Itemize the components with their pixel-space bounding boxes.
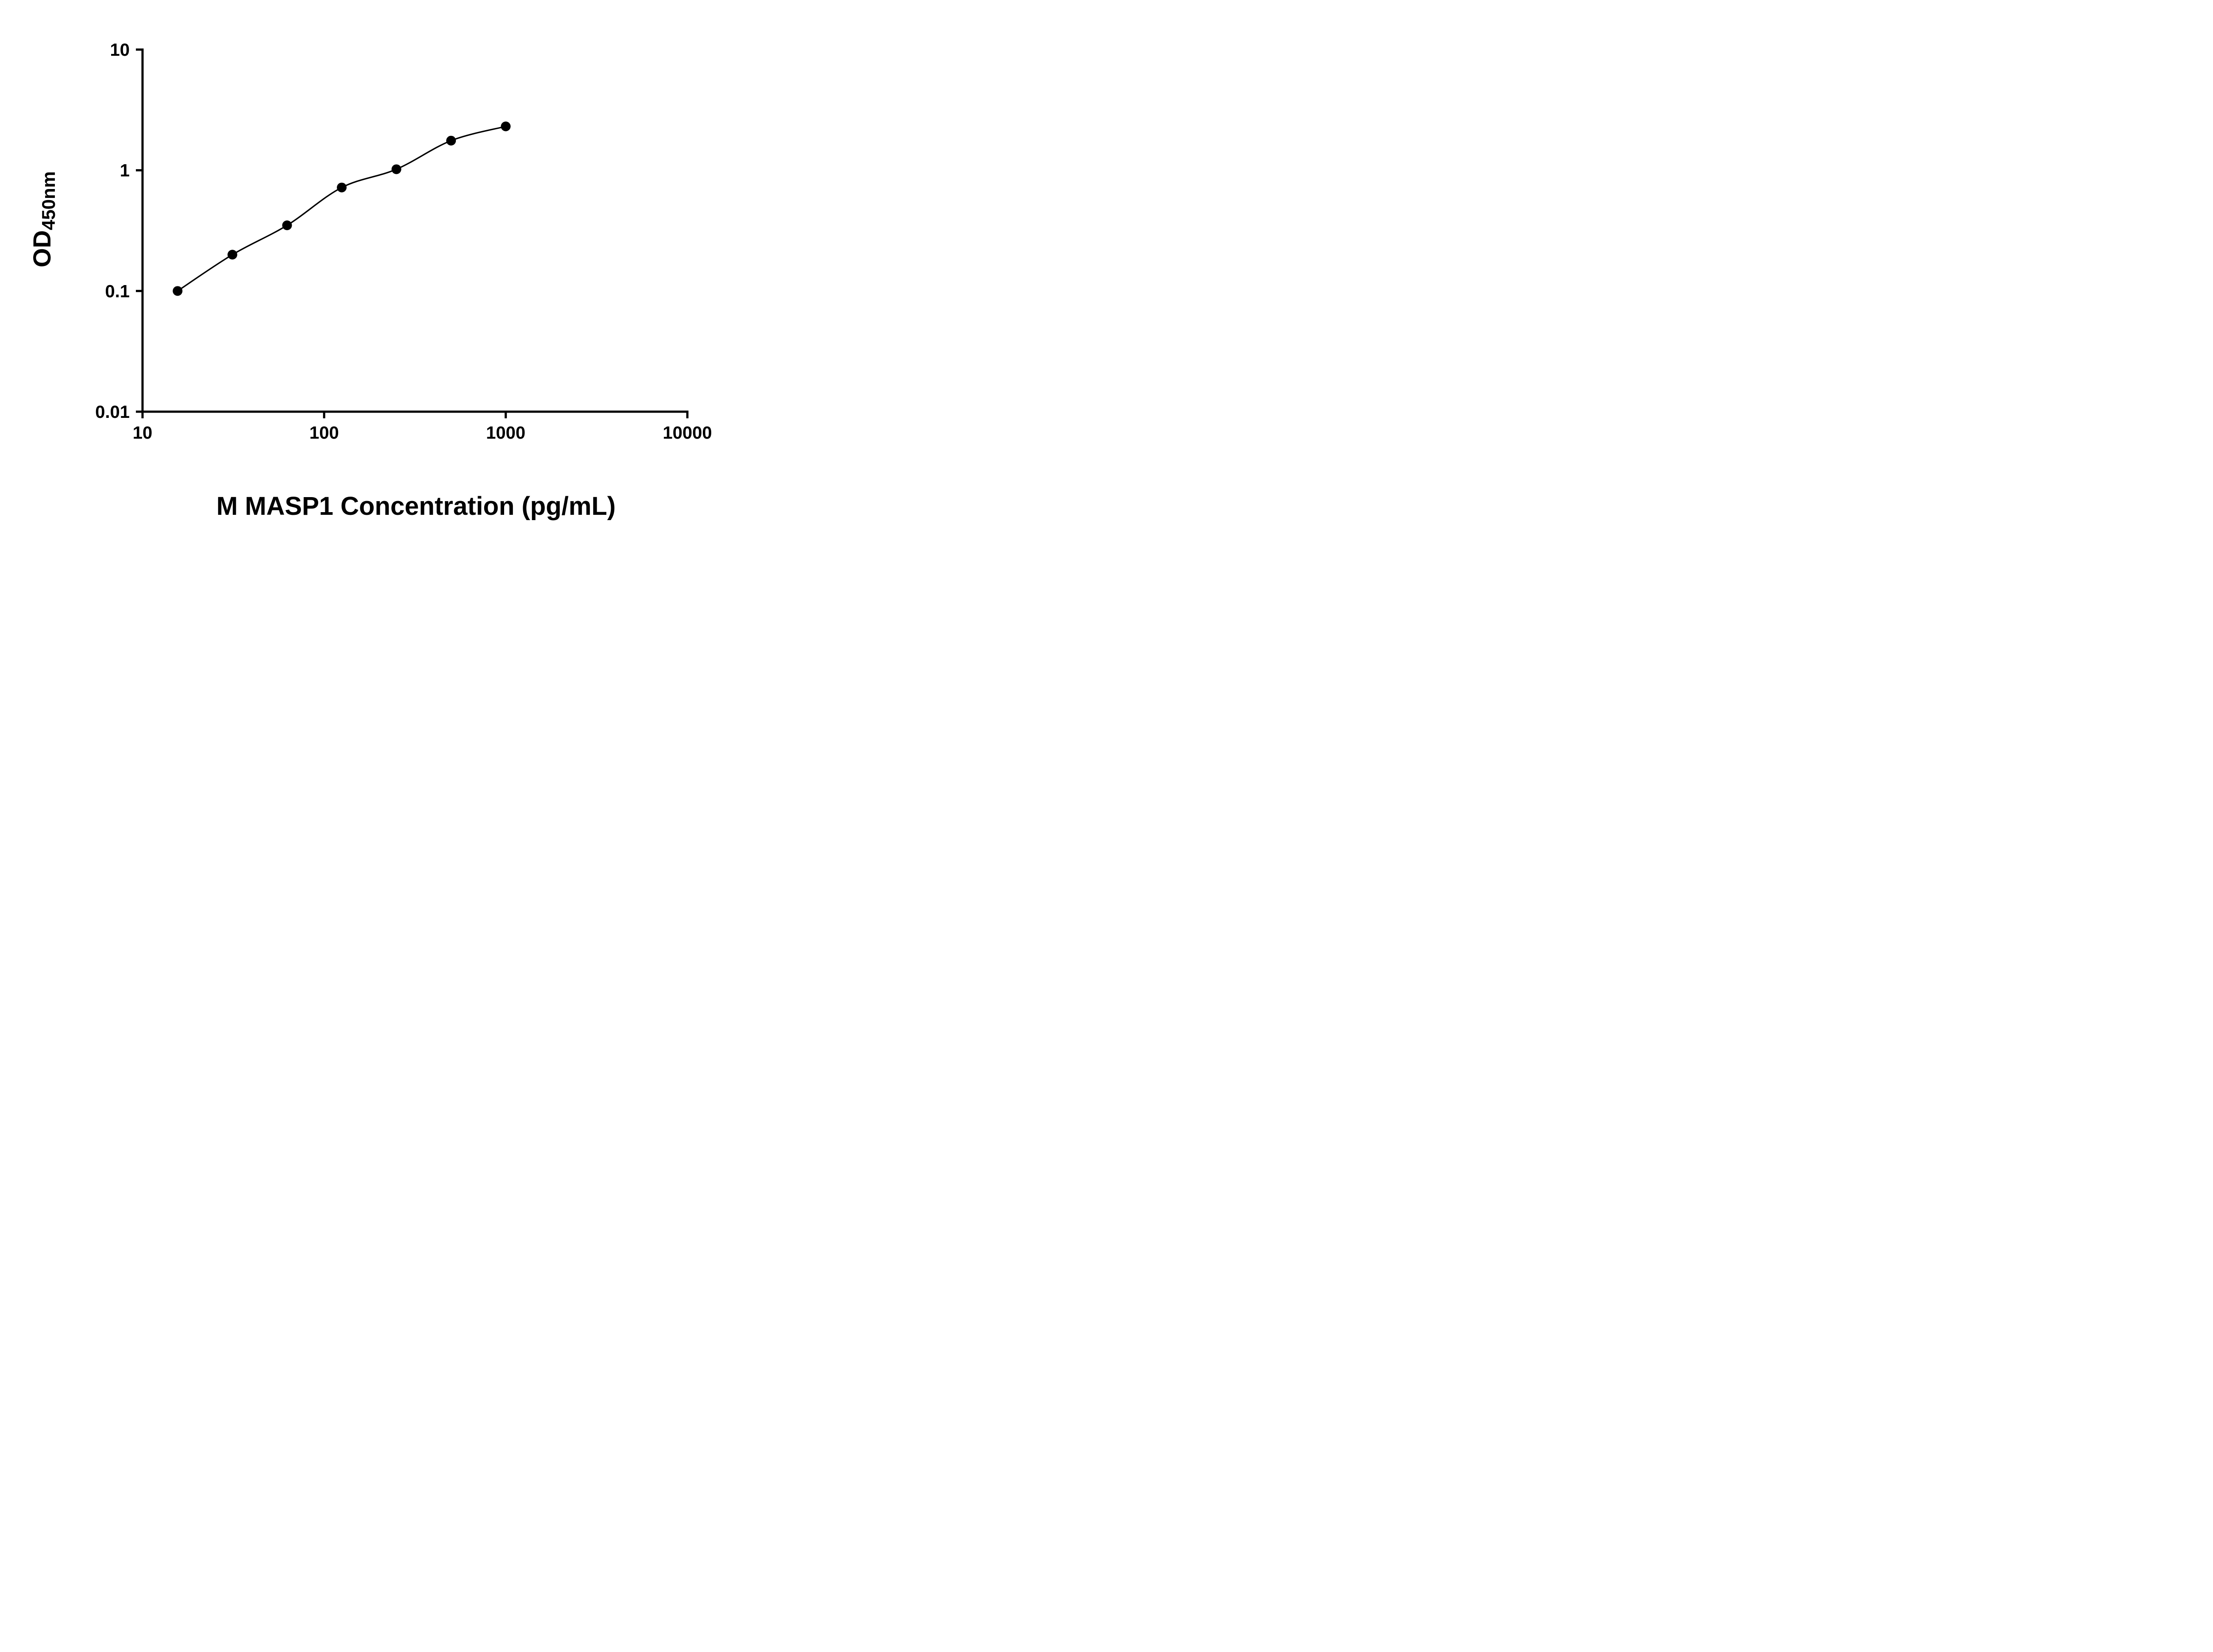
y-tick-label: 1 <box>120 161 130 181</box>
data-point <box>446 135 456 146</box>
chart-plot-area: 0.01 0.1 1 10 10 100 1000 10000 <box>95 40 712 443</box>
x-tick-label: 1000 <box>486 423 525 443</box>
data-point <box>173 286 183 296</box>
data-point <box>391 164 401 174</box>
y-tick-label: 0.1 <box>105 282 130 301</box>
x-tick-label: 100 <box>309 423 339 443</box>
data-point <box>337 182 347 193</box>
data-point <box>282 220 292 230</box>
y-tick-label: 0.01 <box>95 402 130 422</box>
data-point <box>501 121 511 131</box>
x-tick-label: 10 <box>133 423 153 443</box>
fit-curve <box>177 125 506 292</box>
x-tick-label: 10000 <box>663 423 712 443</box>
elisa-standard-curve-figure: 0.01 0.1 1 10 10 100 1000 10000 OD450nm M MASP1… <box>0 0 757 551</box>
y-tick-label: 10 <box>110 40 130 60</box>
x-axis-title: M MASP1 Concentration (pg/mL) <box>216 492 616 521</box>
data-point <box>227 250 238 260</box>
